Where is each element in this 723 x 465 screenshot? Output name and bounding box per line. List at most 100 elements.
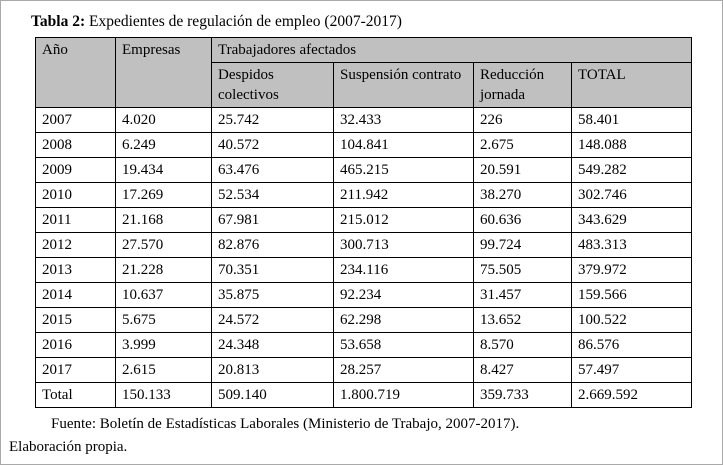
year-cell: 2016 (35, 332, 116, 358)
value-cell: 100.522 (570, 307, 693, 333)
table-caption-label: Tabla 2: (31, 13, 86, 30)
col-header-total: TOTAL (570, 62, 693, 108)
value-cell: 63.476 (211, 157, 334, 183)
value-cell: 150.133 (115, 382, 212, 408)
value-cell: 8.427 (473, 357, 572, 383)
value-cell: 302.746 (570, 182, 693, 208)
value-cell: 32.433 (333, 107, 474, 133)
value-cell: 52.534 (211, 182, 334, 208)
value-cell: 58.401 (570, 107, 693, 133)
value-cell: 104.841 (333, 132, 474, 158)
table-row: Total 150.133 509.140 1.800.719 359.733 2.669… (35, 382, 693, 408)
value-cell: 57.497 (570, 357, 693, 383)
value-cell: 53.658 (333, 332, 474, 358)
value-cell: 6.249 (115, 132, 212, 158)
value-cell: 27.570 (115, 232, 212, 258)
value-cell: 92.234 (333, 282, 474, 308)
table-caption-text: Expedientes de regulación de empleo (200… (85, 13, 402, 30)
table-body: 2007 4.020 25.742 32.433 226 58.401 2008 6.249 4… (35, 107, 693, 408)
header-row-top: Año Empresas Trabajadores afectados (35, 37, 693, 108)
value-cell: 4.020 (115, 107, 212, 133)
year-cell: 2017 (35, 357, 116, 383)
col-header-suspension: Suspensión contrato (333, 62, 474, 108)
header-row-sub: Despidos colectivos Suspensión contrato … (36, 62, 693, 108)
value-cell: 99.724 (473, 232, 572, 258)
value-cell: 17.269 (115, 182, 212, 208)
value-cell: 86.576 (570, 332, 693, 358)
year-cell: 2010 (35, 182, 116, 208)
table-header: Año Empresas Trabajadores afectados Desp… (35, 37, 693, 108)
value-cell: 60.636 (473, 207, 572, 233)
value-cell: 10.637 (115, 282, 212, 308)
value-cell: 5.675 (115, 307, 212, 333)
value-cell: 25.742 (211, 107, 334, 133)
table-row: 2009 19.434 63.476 465.215 20.591 549.282 (35, 157, 693, 183)
table-row: 2008 6.249 40.572 104.841 2.675 148.088 (35, 132, 693, 158)
value-cell: 24.572 (211, 307, 334, 333)
value-cell: 75.505 (473, 257, 572, 283)
value-cell: 70.351 (211, 257, 334, 283)
value-cell: 20.813 (211, 357, 334, 383)
value-cell: 300.713 (333, 232, 474, 258)
col-header-year: Año (35, 37, 116, 108)
year-cell: 2014 (35, 282, 116, 308)
value-cell: 62.298 (333, 307, 474, 333)
value-cell: 24.348 (211, 332, 334, 358)
year-cell: 2015 (35, 307, 116, 333)
year-cell: 2012 (35, 232, 116, 258)
year-cell: 2007 (35, 107, 116, 133)
value-cell: 2.675 (473, 132, 572, 158)
year-cell: 2013 (35, 257, 116, 283)
table-row: 2010 17.269 52.534 211.942 38.270 302.746 (35, 182, 693, 208)
value-cell: 215.012 (333, 207, 474, 233)
value-cell: 3.999 (115, 332, 212, 358)
value-cell: 379.972 (570, 257, 693, 283)
value-cell: 67.981 (211, 207, 334, 233)
table-row: 2011 21.168 67.981 215.012 60.636 343.629 (35, 207, 693, 233)
col-header-companies: Empresas (115, 37, 212, 108)
value-cell: 465.215 (333, 157, 474, 183)
elaboration-note: Elaboración propia. (9, 439, 128, 455)
value-cell: 40.572 (211, 132, 334, 158)
value-cell: 234.116 (333, 257, 474, 283)
value-cell: 28.257 (333, 357, 474, 383)
value-cell: 20.591 (473, 157, 572, 183)
table-row: 2014 10.637 35.875 92.234 31.457 159.566 (35, 282, 693, 308)
value-cell: 31.457 (473, 282, 572, 308)
table-row: 2017 2.615 20.813 28.257 8.427 57.497 (35, 357, 693, 383)
value-cell: 35.875 (211, 282, 334, 308)
col-header-reduction: Reducción jornada (473, 62, 572, 108)
value-cell: 1.800.719 (333, 382, 474, 408)
year-cell: 2011 (35, 207, 116, 233)
ere-table: Año Empresas Trabajadores afectados Desp… (35, 37, 693, 408)
year-cell: 2009 (35, 157, 116, 183)
value-cell: 159.566 (570, 282, 693, 308)
table-row: 2015 5.675 24.572 62.298 13.652 100.522 (35, 307, 693, 333)
value-cell: 13.652 (473, 307, 572, 333)
table-row: 2012 27.570 82.876 300.713 99.724 483.313 (35, 232, 693, 258)
year-cell: Total (35, 382, 116, 408)
value-cell: 359.733 (473, 382, 572, 408)
table-row: 2013 21.228 70.351 234.116 75.505 379.972 (35, 257, 693, 283)
table-row: 2007 4.020 25.742 32.433 226 58.401 (35, 107, 693, 133)
col-header-dismissals: Despidos colectivos (211, 62, 334, 108)
value-cell: 483.313 (570, 232, 693, 258)
value-cell: 2.615 (115, 357, 212, 383)
value-cell: 21.168 (115, 207, 212, 233)
value-cell: 148.088 (570, 132, 693, 158)
table-row: 2016 3.999 24.348 53.658 8.570 86.576 (35, 332, 693, 358)
value-cell: 549.282 (570, 157, 693, 183)
value-cell: 21.228 (115, 257, 212, 283)
col-header-workers-group: Trabajadores afectados (210, 37, 693, 63)
year-cell: 2008 (35, 132, 116, 158)
value-cell: 38.270 (473, 182, 572, 208)
table-caption: Tabla 2: Expedientes de regulación de em… (31, 13, 704, 31)
value-cell: 211.942 (333, 182, 474, 208)
value-cell: 19.434 (115, 157, 212, 183)
source-note: Fuente: Boletín de Estadísticas Laborale… (51, 416, 520, 432)
value-cell: 8.570 (473, 332, 572, 358)
value-cell: 82.876 (211, 232, 334, 258)
value-cell: 509.140 (211, 382, 334, 408)
value-cell: 2.669.592 (570, 382, 693, 408)
